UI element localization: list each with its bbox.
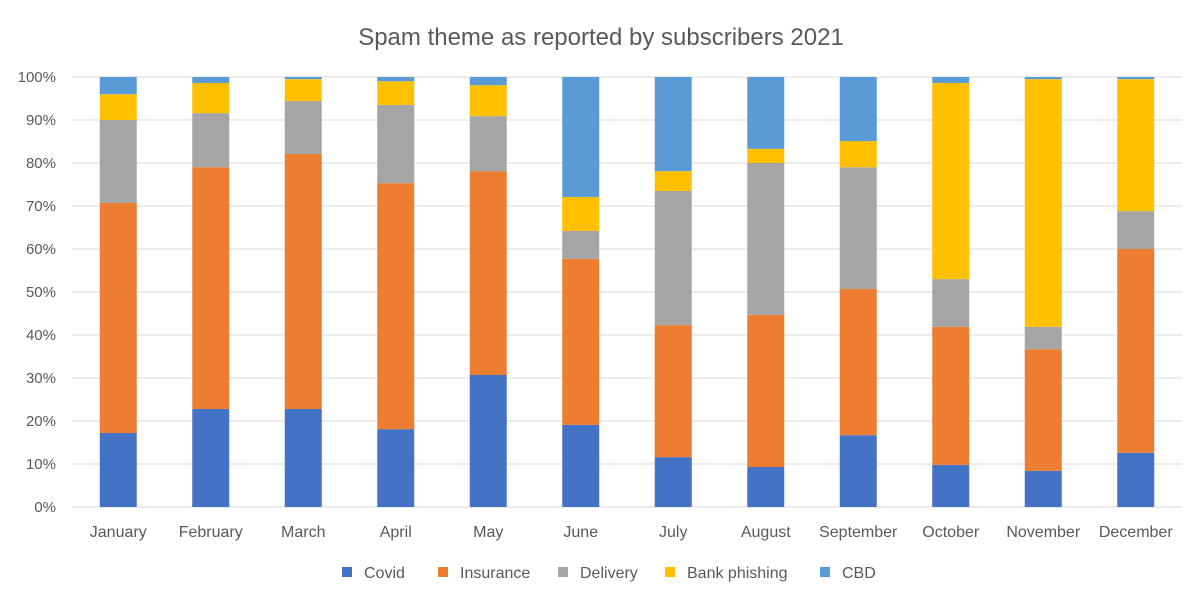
bar-covid — [747, 467, 785, 507]
bar-bank-phishing — [99, 94, 137, 120]
bar-delivery — [932, 279, 970, 327]
x-tick-label: January — [90, 524, 147, 541]
y-tick-label: 20% — [26, 413, 56, 430]
bar-cbd — [562, 77, 600, 197]
bar-delivery — [747, 163, 785, 315]
legend-swatch — [342, 567, 352, 577]
bar-delivery — [99, 120, 137, 203]
legend-swatch — [438, 567, 448, 577]
bar-cbd — [1117, 77, 1155, 80]
bar-covid — [932, 464, 970, 507]
bar-cbd — [192, 77, 230, 84]
y-tick-label: 90% — [26, 112, 56, 129]
y-tick-label: 100% — [18, 69, 56, 86]
bar-covid — [99, 433, 137, 507]
bar-delivery — [839, 167, 877, 289]
bar-delivery — [1024, 326, 1062, 350]
bar-covid — [284, 408, 322, 507]
x-tick-label: August — [741, 524, 791, 541]
bar-delivery — [562, 230, 600, 259]
bar-insurance — [1024, 349, 1062, 471]
legend-swatch — [665, 567, 675, 577]
bar-covid — [469, 374, 507, 507]
bar-insurance — [654, 325, 692, 458]
legend-label: CBD — [842, 565, 876, 582]
bar-covid — [1117, 452, 1155, 507]
bar-insurance — [747, 314, 785, 468]
legend-swatch — [558, 567, 568, 577]
x-tick-label: September — [819, 524, 898, 541]
x-tick-label: October — [922, 524, 980, 541]
bar-covid — [192, 408, 230, 507]
bar-insurance — [562, 258, 600, 425]
bar-bank-phishing — [747, 148, 785, 163]
legend-label: Insurance — [460, 565, 530, 582]
bar-delivery — [469, 116, 507, 172]
bar-insurance — [932, 326, 970, 465]
bar-bank-phishing — [1117, 79, 1155, 212]
bar-insurance — [284, 153, 322, 409]
bar-delivery — [192, 113, 230, 168]
bar-bank-phishing — [562, 196, 600, 231]
y-tick-label: 50% — [26, 284, 56, 301]
bar-bank-phishing — [654, 171, 692, 191]
chart-title: Spam theme as reported by subscribers 20… — [358, 24, 844, 51]
bar-cbd — [99, 77, 137, 95]
legend-label: Covid — [364, 565, 405, 582]
x-tick-label: June — [563, 524, 598, 541]
bar-covid — [377, 429, 415, 507]
bar-bank-phishing — [932, 83, 970, 280]
bar-cbd — [932, 77, 970, 84]
x-tick-label: November — [1006, 524, 1080, 541]
x-tick-label: February — [179, 524, 243, 541]
y-tick-label: 10% — [26, 456, 56, 473]
bar-insurance — [469, 171, 507, 375]
bar-covid — [1024, 470, 1062, 507]
bar-delivery — [1117, 211, 1155, 249]
bar-bank-phishing — [284, 79, 322, 102]
x-tick-label: April — [380, 524, 412, 541]
y-tick-label: 0% — [34, 499, 56, 516]
bar-cbd — [284, 77, 322, 80]
legend-swatch — [820, 567, 830, 577]
y-tick-label: 40% — [26, 327, 56, 344]
legend-label: Delivery — [580, 565, 638, 582]
y-tick-label: 60% — [26, 241, 56, 258]
bar-delivery — [377, 104, 415, 184]
y-tick-label: 80% — [26, 155, 56, 172]
x-tick-label: May — [473, 524, 503, 541]
bar-covid — [562, 424, 600, 507]
bar-covid — [654, 457, 692, 507]
x-tick-label: July — [659, 524, 687, 541]
bar-insurance — [99, 202, 137, 434]
y-tick-label: 70% — [26, 198, 56, 215]
bar-cbd — [654, 77, 692, 172]
bar-cbd — [747, 77, 785, 149]
bar-cbd — [469, 77, 507, 86]
bar-covid — [839, 435, 877, 507]
bar-bank-phishing — [839, 141, 877, 168]
bar-bank-phishing — [469, 85, 507, 117]
bar-bank-phishing — [377, 81, 415, 105]
bar-delivery — [654, 190, 692, 326]
bar-bank-phishing — [1024, 79, 1062, 327]
x-tick-label: December — [1099, 524, 1173, 541]
bar-insurance — [1117, 249, 1155, 453]
bar-delivery — [284, 101, 322, 154]
legend-label: Bank phishing — [687, 565, 788, 582]
bar-insurance — [192, 167, 230, 409]
bar-cbd — [839, 77, 877, 142]
bar-bank-phishing — [192, 83, 230, 114]
bar-cbd — [1024, 77, 1062, 80]
bar-insurance — [839, 288, 877, 436]
bar-cbd — [377, 77, 415, 82]
bar-insurance — [377, 183, 415, 430]
y-tick-label: 30% — [26, 370, 56, 387]
x-tick-label: March — [281, 524, 325, 541]
